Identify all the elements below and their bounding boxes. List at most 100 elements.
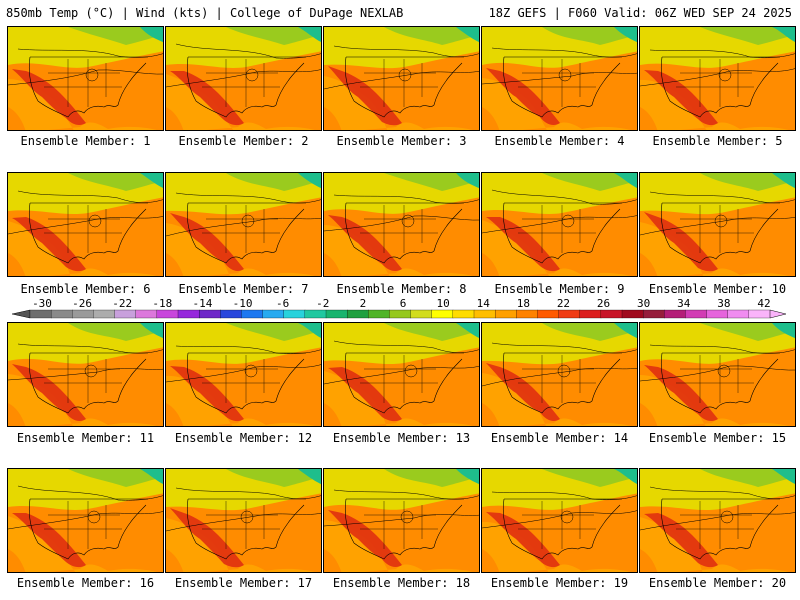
ensemble-member-map [165, 172, 322, 277]
mild-band [8, 374, 157, 426]
colorbar-swatch [685, 309, 708, 319]
cold-region [68, 173, 163, 191]
coldest-region [140, 323, 163, 339]
map-image [8, 27, 163, 130]
isotherm-contour [482, 510, 637, 529]
coldest-region [140, 27, 163, 43]
pacific-region [324, 107, 342, 130]
map-outlines [324, 45, 479, 118]
colorbar-swatch [558, 309, 581, 319]
coastline [186, 352, 305, 414]
isotherm-contour [649, 344, 795, 354]
state-lines [518, 205, 596, 253]
colorbar-tick-label: 22 [557, 297, 570, 310]
isotherm-contour [175, 192, 321, 204]
ensemble-member-map [323, 322, 480, 427]
closed-contour [560, 510, 574, 524]
cold-region [542, 323, 637, 341]
closed-contour [714, 214, 728, 228]
coldest-region [456, 469, 479, 485]
isotherm-contour [333, 194, 479, 204]
cold-region [384, 27, 479, 45]
map-outlines [324, 489, 479, 560]
mild-band [640, 79, 789, 130]
map-image [640, 323, 795, 426]
ensemble-member-caption: Ensemble Member: 16 [16, 576, 155, 590]
colorbar-swatch [621, 309, 644, 319]
isotherm-contour [17, 343, 163, 354]
state-lines [202, 355, 280, 403]
ensemble-member-caption: Ensemble Member: 4 [494, 134, 625, 148]
isotherm-contour [491, 491, 637, 501]
state-lines [44, 501, 122, 549]
colorbar-swatch [494, 309, 517, 319]
cold-region [226, 27, 321, 45]
colorbar-swatch [600, 309, 623, 319]
ensemble-member-map [639, 26, 796, 131]
ensemble-member-map [639, 468, 796, 573]
closed-contour [244, 364, 258, 378]
closed-contour [240, 510, 254, 524]
coastline [28, 352, 147, 414]
closed-contour [241, 214, 255, 228]
ensemble-member-caption: Ensemble Member: 10 [648, 282, 787, 296]
temperature-colorbar: -30 -26 -22 -18 -14 -10 -6 -2 2 6 10 14 18 22 26 30 34 38… [11, 297, 787, 319]
isotherm-contour [175, 487, 321, 499]
coldest-region [772, 173, 795, 189]
isotherm-contour [491, 342, 637, 354]
isotherm-contour [333, 489, 479, 500]
hot-plume [486, 512, 560, 568]
coastline [502, 56, 621, 118]
colorbar-swatch [346, 309, 369, 319]
colorbar-swatch [72, 309, 94, 319]
ensemble-member-caption: Ensemble Member: 2 [178, 134, 309, 148]
ensemble-member-caption: Ensemble Member: 13 [332, 431, 471, 445]
colorbar-swatch [198, 309, 221, 319]
colorbar-tick-label: 6 [400, 297, 407, 310]
ensemble-member-caption: Ensemble Member: 6 [20, 282, 151, 296]
pacific-region [8, 107, 26, 130]
closed-contour [561, 214, 575, 228]
colorbar-swatch [156, 309, 179, 319]
colorbar-swatch [642, 309, 665, 319]
ensemble-member-caption: Ensemble Member: 1 [20, 134, 151, 148]
state-lines [202, 205, 280, 253]
coastline [28, 202, 147, 264]
isotherm-contour [649, 191, 795, 203]
isotherm-contour [17, 48, 163, 58]
colorbar-tick-label: -2 [316, 297, 329, 310]
ensemble-member-map [481, 468, 638, 573]
map-image [640, 173, 795, 276]
state-lines [676, 205, 754, 253]
isotherm-contour [17, 485, 163, 501]
coldest-region [614, 323, 637, 339]
coldest-region [614, 27, 637, 43]
isotherm-contour [324, 514, 479, 527]
isotherm-contour [166, 513, 321, 532]
pacific-region [324, 403, 342, 426]
state-lines [202, 501, 280, 549]
mild-band [324, 225, 473, 276]
map-outlines [166, 487, 321, 560]
colorbar-swatch [177, 309, 200, 319]
cold-region [68, 323, 163, 341]
pacific-region [8, 549, 26, 572]
colorbar-tick-label: -26 [72, 297, 92, 310]
mild-band [324, 371, 473, 426]
map-outlines [482, 189, 637, 264]
colorbar-tick-label: 30 [637, 297, 650, 310]
ensemble-member-map [165, 468, 322, 573]
map-image [166, 469, 321, 572]
map-outlines [8, 48, 163, 118]
hot-plume [644, 70, 718, 126]
coastline [660, 202, 779, 264]
pacific-region [166, 403, 184, 426]
coastline [660, 498, 779, 560]
ensemble-member-caption: Ensemble Member: 15 [648, 431, 787, 445]
closed-contour [84, 364, 98, 378]
map-image [8, 323, 163, 426]
mild-band [482, 373, 631, 426]
pacific-region [482, 403, 500, 426]
colorbar-tick-label: 38 [717, 297, 730, 310]
hot-plume [644, 365, 718, 422]
